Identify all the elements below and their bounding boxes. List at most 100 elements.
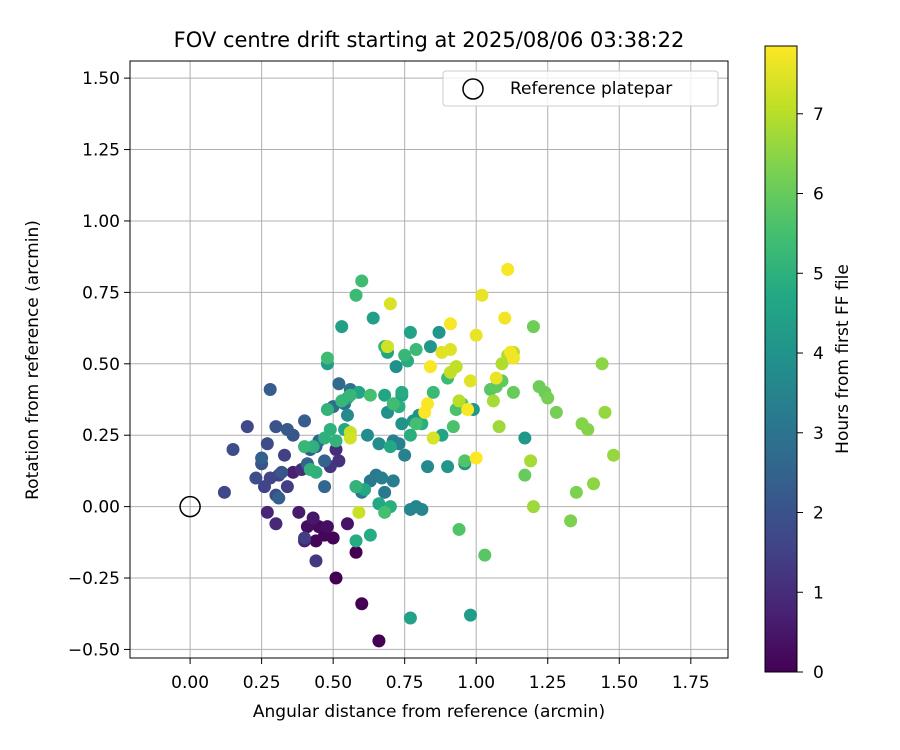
data-point — [366, 311, 380, 325]
data-point — [386, 397, 400, 411]
data-point — [403, 611, 417, 625]
colorbar-tick-label: 0 — [813, 663, 824, 683]
data-point — [449, 360, 463, 374]
data-point — [303, 462, 317, 476]
data-point — [403, 502, 417, 516]
data-point — [541, 391, 555, 405]
data-point — [443, 343, 457, 357]
data-point — [332, 377, 346, 391]
data-point — [478, 548, 492, 562]
x-tick-label: 0.00 — [171, 673, 209, 693]
data-point — [409, 343, 423, 357]
data-point — [378, 388, 392, 402]
x-axis-ticks: 0.00 0.25 0.50 0.75 1.00 1.25 1.50 1.75 — [171, 658, 710, 693]
y-tick-label: −0.50 — [68, 640, 120, 660]
legend-label: Reference platepar — [510, 79, 672, 99]
plot-frame — [129, 60, 729, 659]
data-point — [349, 545, 363, 559]
data-point — [432, 325, 446, 339]
colorbar-tick-label: 6 — [813, 185, 824, 205]
data-point — [309, 554, 323, 568]
data-point — [463, 608, 477, 622]
data-point — [526, 320, 540, 334]
data-point — [260, 437, 274, 451]
x-tick-label: 1.25 — [529, 673, 567, 693]
data-point — [452, 394, 466, 408]
y-axis-label: Rotation from reference (arcmin) — [23, 220, 43, 500]
data-point — [595, 357, 609, 371]
data-point — [372, 634, 386, 648]
data-point — [486, 394, 500, 408]
y-tick-label: 0.25 — [82, 426, 120, 446]
reference-platepar-marker — [179, 495, 201, 518]
data-point — [343, 431, 357, 445]
colorbar-gradient — [764, 45, 798, 673]
data-point — [423, 360, 437, 374]
data-point — [272, 491, 286, 505]
data-point — [340, 517, 354, 531]
data-point — [446, 420, 460, 434]
data-point — [598, 405, 612, 419]
data-point — [349, 534, 363, 548]
data-point — [343, 388, 357, 402]
data-point — [381, 340, 395, 354]
data-point — [263, 382, 277, 396]
data-point — [378, 505, 392, 519]
data-point — [292, 505, 306, 519]
legend-box — [442, 70, 719, 107]
data-point — [398, 348, 412, 362]
data-point — [489, 371, 503, 385]
data-point — [569, 485, 583, 499]
x-tick-label: 1.75 — [672, 673, 710, 693]
y-tick-label: 1.50 — [82, 69, 120, 89]
data-point — [423, 340, 437, 354]
data-point — [278, 448, 292, 462]
grid-lines — [130, 61, 728, 658]
legend-marker — [462, 78, 484, 100]
y-tick-label: 0.50 — [82, 355, 120, 375]
data-point — [469, 328, 483, 342]
data-point — [298, 440, 312, 454]
data-point — [240, 420, 254, 434]
x-tick-label: 1.50 — [600, 673, 638, 693]
data-point — [564, 514, 578, 528]
data-point — [443, 317, 457, 331]
data-point — [349, 288, 363, 302]
colorbar-tick-label: 2 — [813, 504, 824, 524]
x-tick-label: 0.75 — [386, 673, 424, 693]
data-point — [269, 420, 283, 434]
data-point — [403, 428, 417, 442]
legend: Reference platepar — [442, 70, 719, 107]
data-point — [395, 417, 409, 431]
data-point — [452, 522, 466, 536]
data-point — [587, 477, 601, 491]
data-point — [518, 431, 532, 445]
data-point — [463, 374, 477, 388]
data-point — [421, 397, 435, 411]
data-point — [217, 485, 231, 499]
colorbar-tick-label: 5 — [813, 264, 824, 284]
data-point — [335, 320, 349, 334]
data-point — [386, 474, 400, 488]
data-point — [275, 465, 289, 479]
data-point — [318, 480, 332, 494]
data-point — [378, 485, 392, 499]
colorbar-label: Hours from first FF file — [833, 264, 853, 454]
data-point — [426, 431, 440, 445]
data-point — [403, 325, 417, 339]
chart-title: FOV centre drift starting at 2025/08/06 … — [174, 28, 685, 52]
data-point — [375, 471, 389, 485]
data-point — [383, 440, 397, 454]
colorbar: 0 1 2 3 4 5 6 7 Hours from first FF file — [764, 45, 853, 683]
data-points — [217, 263, 621, 648]
x-tick-label: 0.50 — [314, 673, 352, 693]
data-point — [355, 274, 369, 288]
data-point — [320, 402, 334, 416]
colorbar-ticks: 0 1 2 3 4 5 6 7 — [797, 105, 824, 683]
data-point — [421, 460, 435, 474]
data-point — [260, 505, 274, 519]
data-point — [320, 351, 334, 365]
x-tick-label: 1.00 — [457, 673, 495, 693]
data-point — [475, 288, 489, 302]
